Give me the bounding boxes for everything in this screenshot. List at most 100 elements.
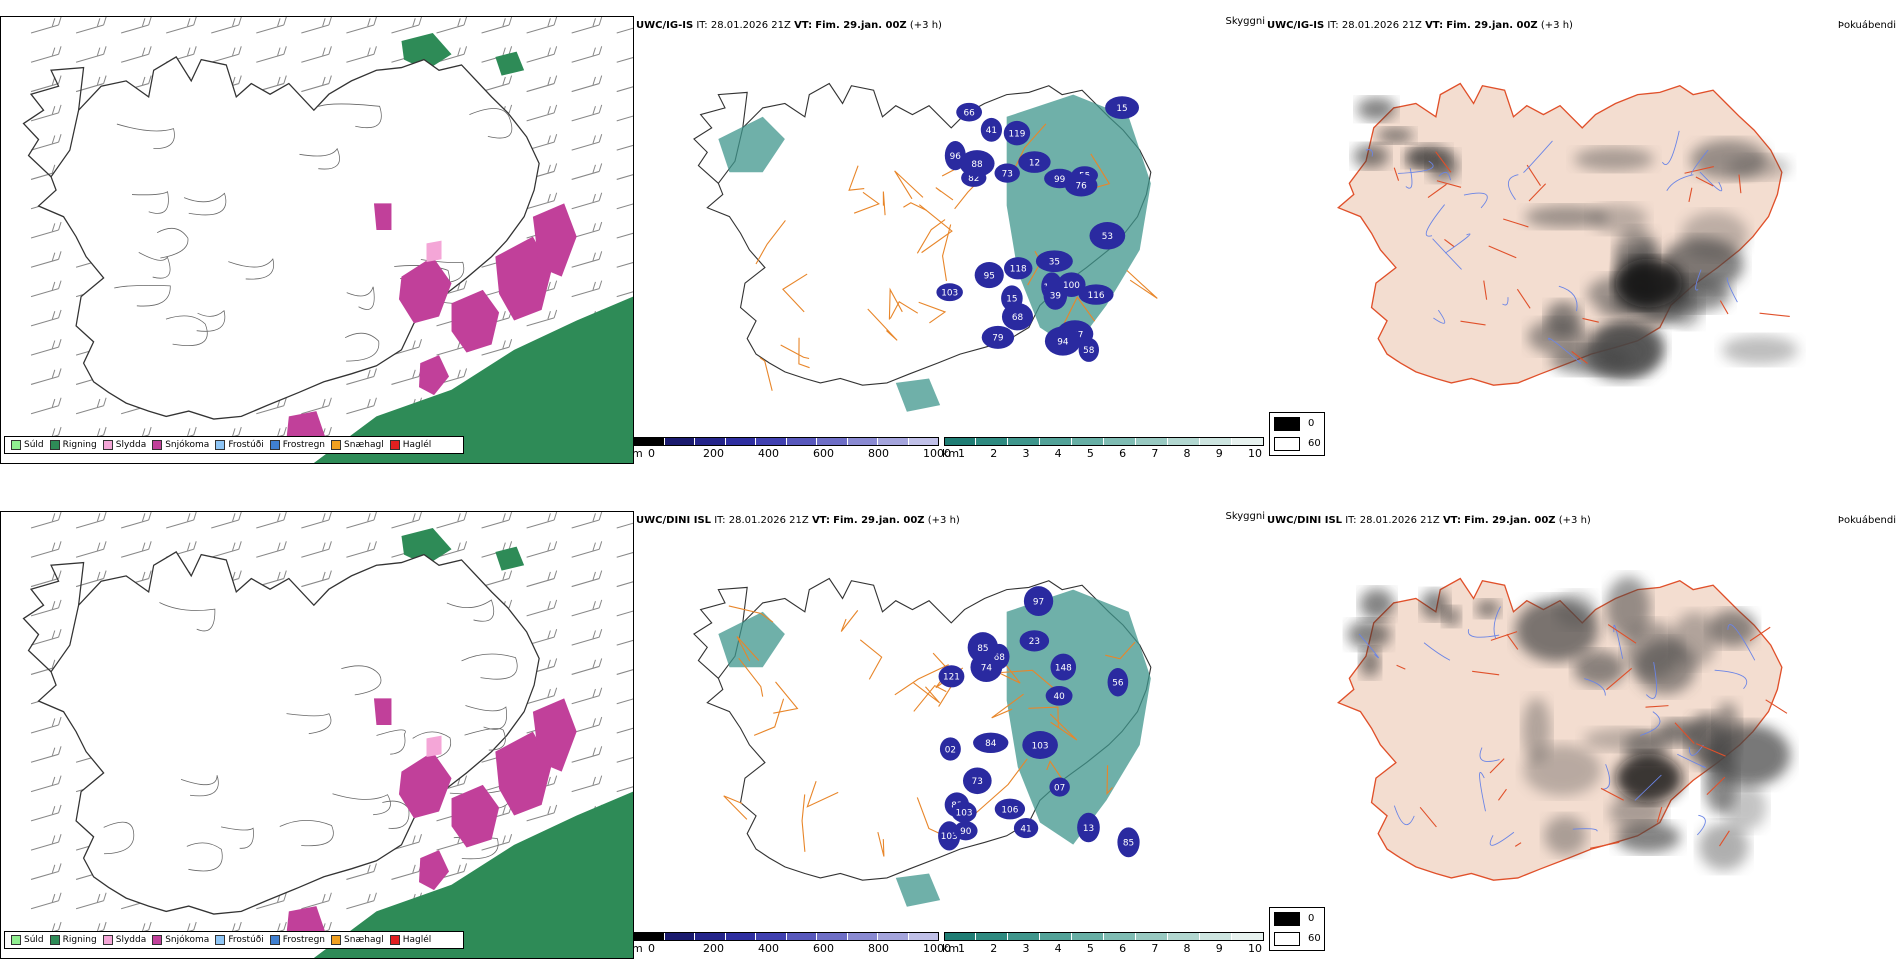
- visibility-cell: 66: [956, 102, 983, 122]
- visibility-value-label: 41: [1020, 824, 1031, 834]
- panel-title-visibility: Skyggni: [1225, 16, 1265, 27]
- colorbar-tick-label: 10: [1248, 447, 1262, 460]
- road-line: [1696, 743, 1726, 757]
- legend-item: Snæhagl: [331, 935, 384, 945]
- colorbar-tick-label: 1: [958, 942, 965, 955]
- terrain-contour: [341, 665, 382, 696]
- terrain-contour: [344, 332, 380, 362]
- legend-swatch: [389, 440, 400, 450]
- fog-index-area: [1706, 724, 1791, 787]
- visibility-value-label: 148: [1055, 663, 1072, 673]
- visibility-value-label: 56: [1112, 679, 1124, 689]
- wind-barb: [616, 551, 633, 558]
- wind-barb: [30, 512, 62, 529]
- wind-barb: [526, 46, 558, 63]
- colorbar-segment: [634, 932, 665, 941]
- road-line: [1600, 787, 1624, 801]
- colorbar-tick-label: 0: [648, 447, 655, 460]
- wind-barb: [571, 75, 603, 93]
- visibility-value-label: 85: [1123, 839, 1134, 849]
- river-line: [1463, 192, 1488, 209]
- road-line: [853, 191, 880, 214]
- forecast-offset: (+3 h): [1540, 20, 1573, 31]
- legend-swatch: [269, 440, 280, 450]
- low-visibility-area: [718, 611, 785, 668]
- wind-barb: [526, 541, 558, 558]
- legend-label: Súld: [24, 440, 44, 450]
- road-line: [1049, 713, 1078, 741]
- river-line: [1688, 744, 1704, 756]
- init-time-value: 28.01.2026 21Z: [710, 20, 791, 31]
- wind-barb: [301, 892, 332, 910]
- fog-index-area: [1606, 576, 1651, 640]
- river-line: [1690, 149, 1709, 176]
- road-line: [736, 636, 760, 662]
- road-line: [1765, 699, 1788, 714]
- terrain-contour: [180, 775, 219, 797]
- fog-index-area: [1359, 588, 1395, 621]
- road-line: [975, 758, 1028, 814]
- init-time-label: IT:: [696, 20, 708, 31]
- road-line: [1706, 776, 1726, 796]
- wind-barb: [30, 541, 62, 558]
- legend-item: Frostregn: [269, 935, 325, 945]
- road-line: [935, 187, 954, 201]
- wind-barb: [256, 46, 287, 63]
- road-line: [723, 795, 748, 820]
- colorbar-segment: [664, 437, 695, 446]
- road-line: [877, 832, 885, 857]
- river-line: [1714, 669, 1748, 690]
- terrain-contour: [228, 258, 275, 280]
- colorbar-tick-label: 200: [703, 447, 724, 460]
- wind-barb: [30, 221, 62, 239]
- legend-label: Haglél: [402, 935, 432, 945]
- colorbar-segment: [1200, 932, 1232, 941]
- legend-item: Haglél: [389, 935, 432, 945]
- visibility-cell: 121: [938, 665, 965, 688]
- wind-barb: [571, 163, 603, 180]
- visibility-value-label: 84: [985, 739, 997, 749]
- road-line: [1063, 296, 1096, 324]
- terrain-contour: [279, 820, 334, 847]
- legend-swatch: [102, 935, 113, 945]
- river-line: [1640, 711, 1661, 736]
- visibility-cell: 94: [1044, 326, 1081, 356]
- colorbar-segment: [944, 932, 976, 941]
- wind-barb: [616, 232, 633, 239]
- river-line: [1432, 238, 1462, 270]
- legend-item: Snjókoma: [152, 440, 209, 450]
- colorbar-segment: [1040, 437, 1072, 446]
- legend-item: Frostúði: [215, 440, 264, 450]
- legend-label: Frostregn: [282, 440, 326, 450]
- terrain-contour: [299, 147, 340, 170]
- wind-barb: [571, 192, 603, 210]
- wind-barb: [30, 863, 62, 880]
- road-line: [1759, 312, 1790, 317]
- visibility-value-label: 103: [941, 289, 958, 299]
- init-time-label: IT:: [1345, 515, 1357, 526]
- legend-item: Snjókoma: [152, 935, 209, 945]
- visibility-value-label: 68: [1012, 313, 1024, 323]
- valid-time-value: Fim. 29.jan. 00Z: [1446, 20, 1538, 31]
- terrain-contour: [346, 286, 375, 310]
- snow-area: [451, 784, 500, 848]
- low-visibility-area: [1006, 589, 1151, 845]
- fog-index-area: [1544, 815, 1587, 856]
- colorbar-segment: [634, 437, 665, 446]
- river-line: [1507, 174, 1519, 200]
- wind-barb: [75, 46, 107, 63]
- legend-label: Súld: [24, 935, 44, 945]
- colorbar-segment: [944, 437, 976, 446]
- road-line: [1396, 664, 1406, 670]
- colorbar-segment: [786, 437, 817, 446]
- terrain-contour: [332, 793, 391, 816]
- legend-label: Rigning: [62, 935, 97, 945]
- snow-area: [418, 355, 450, 396]
- road-line: [1695, 176, 1714, 187]
- colorbar-unit: m: [632, 447, 643, 460]
- visibility-cell: 12: [1018, 151, 1051, 173]
- road-line: [782, 273, 808, 313]
- rain-area: [313, 296, 633, 463]
- panel-header: UWC/DINI ISL IT: 28.01.2026 21Z VT: Fim.…: [1267, 515, 1591, 526]
- colorbar-segment: [664, 932, 695, 941]
